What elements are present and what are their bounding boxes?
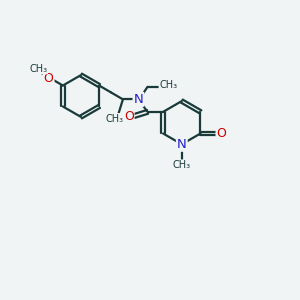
Text: O: O	[44, 72, 53, 85]
Text: CH₃: CH₃	[29, 64, 47, 74]
Text: CH₃: CH₃	[173, 160, 191, 170]
Text: CH₃: CH₃	[106, 114, 124, 124]
Text: N: N	[177, 138, 187, 151]
Text: CH₃: CH₃	[159, 80, 178, 90]
Text: O: O	[217, 127, 226, 140]
Text: N: N	[134, 93, 143, 106]
Text: O: O	[124, 110, 134, 123]
